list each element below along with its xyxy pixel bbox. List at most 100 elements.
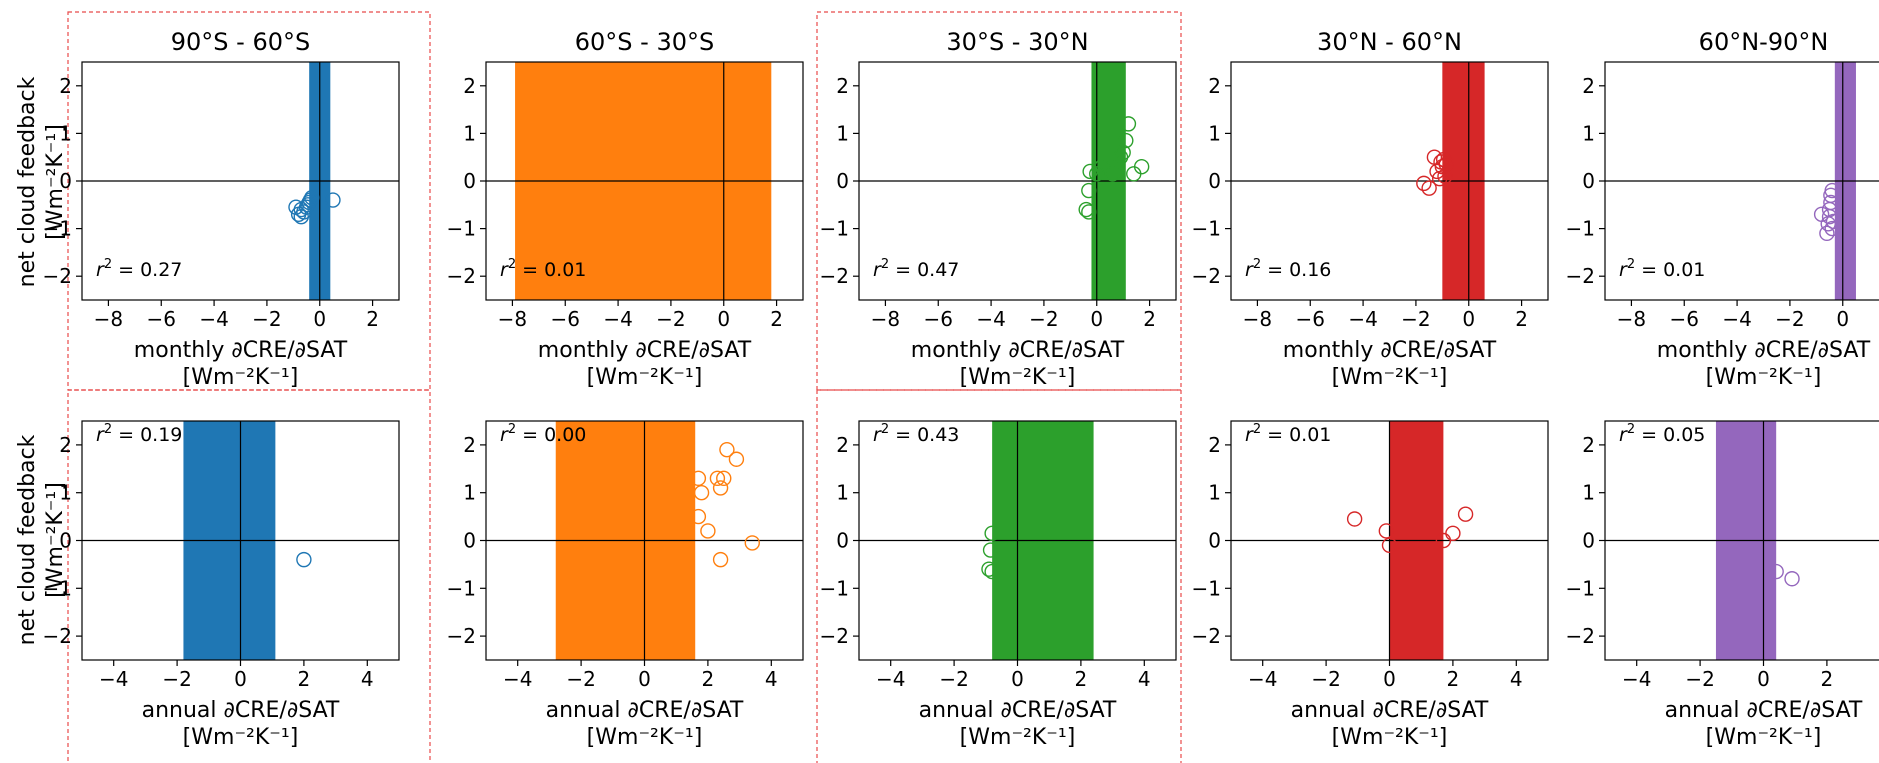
- data-point: [302, 192, 319, 208]
- x-tick-label: −4: [603, 307, 632, 331]
- x-axis-units: [Wm⁻²K⁻¹]: [183, 725, 299, 750]
- panel-annual-3: −4 −2 0 2 4 −2 −1 0 1 2 r2 = 0.43 annual ∂CRE/∂SAT[…: [820, 420, 1177, 750]
- data-point: [1112, 149, 1129, 165]
- highlight-boxes: [67, 11, 1182, 763]
- data-point: [709, 470, 726, 487]
- x-axis-units: [Wm⁻²K⁻¹]: [1706, 365, 1822, 390]
- x-tick-label: 2: [298, 667, 311, 691]
- data-point: [1416, 175, 1432, 192]
- data-point: [1434, 159, 1451, 175]
- x-axis-label: annual ∂CRE/∂SAT: [919, 698, 1117, 723]
- x-axis-label: monthly ∂CRE/∂SAT: [538, 338, 752, 363]
- data-point: [1133, 159, 1150, 175]
- y-tick-label: −2: [1566, 264, 1595, 288]
- x-tick-label: 0: [1836, 307, 1849, 331]
- x-tick-label: −2: [1401, 307, 1430, 331]
- x-tick-label: −4: [1348, 307, 1377, 331]
- y-tick-label: −2: [447, 624, 476, 648]
- x-tick-label: −4: [503, 667, 532, 691]
- x-tick-label: 0: [1757, 667, 1770, 691]
- data-point: [1118, 132, 1134, 149]
- r-squared-label: r2 = 0.05: [1619, 422, 1705, 446]
- data-point: [1445, 525, 1461, 542]
- x-tick-label: −2: [252, 307, 281, 331]
- x-axis-units: [Wm⁻²K⁻¹]: [183, 365, 299, 390]
- y-tick-label: −2: [820, 264, 849, 288]
- r-squared-label: r2 = 0.27: [96, 257, 182, 281]
- data-point: [1823, 194, 1839, 211]
- panels: −8 −6 −4 −2 0 2 −2 −1 0 1 2 r2 = 0.27 90°S - 60°S mon…: [43, 28, 1879, 750]
- data-point: [716, 470, 732, 487]
- x-axis-units: [Wm⁻²K⁻¹]: [960, 725, 1076, 750]
- x-tick-label: −6: [551, 307, 580, 331]
- panel-title: 60°N-90°N: [1699, 28, 1829, 56]
- y-tick-label: 0: [463, 529, 476, 553]
- x-tick-label: −4: [1248, 667, 1277, 691]
- y-tick-label: −1: [447, 217, 476, 241]
- r-squared-label: r2 = 0.19: [96, 422, 182, 446]
- y-tick-label: 0: [1208, 529, 1221, 553]
- x-tick-label: 0: [234, 667, 247, 691]
- x-tick-label: 4: [1510, 667, 1523, 691]
- r-squared-label: r2 = 0.00: [500, 422, 586, 446]
- x-tick-label: 0: [313, 307, 326, 331]
- x-tick-label: 2: [1447, 667, 1460, 691]
- y-tick-label: 2: [59, 74, 72, 98]
- y-tick-label: 0: [1582, 529, 1595, 553]
- x-tick-label: −8: [1243, 307, 1272, 331]
- x-tick-label: −4: [976, 307, 1005, 331]
- y-tick-label: −2: [820, 624, 849, 648]
- data-point: [1825, 213, 1842, 230]
- x-tick-label: −8: [871, 307, 900, 331]
- x-tick-label: 0: [1462, 307, 1475, 331]
- data-point: [1081, 204, 1097, 220]
- x-tick-label: −2: [939, 667, 968, 691]
- y-tick-label: 1: [1582, 481, 1595, 505]
- x-tick-label: −6: [147, 307, 176, 331]
- y-tick-label: 2: [463, 74, 476, 98]
- r-squared-label: r2 = 0.01: [1619, 257, 1705, 281]
- y-tick-label: 2: [1208, 74, 1221, 98]
- data-point: [1104, 166, 1121, 182]
- data-point: [304, 189, 320, 206]
- data-point: [325, 192, 341, 208]
- x-tick-label: −4: [876, 667, 905, 691]
- x-axis-units: [Wm⁻²K⁻¹]: [587, 365, 703, 390]
- data-point: [1120, 116, 1137, 132]
- data-point: [744, 535, 760, 551]
- panel-annual-2: −4 −2 0 2 4 −2 −1 0 1 2 r2 = 0.00 annual ∂CRE/∂SAT[…: [447, 420, 804, 750]
- y-tick-label: 1: [59, 121, 72, 145]
- y-tick-label: −2: [43, 264, 72, 288]
- y-tick-label: −2: [1192, 624, 1221, 648]
- x-axis-label: monthly ∂CRE/∂SAT: [134, 338, 348, 363]
- data-point: [982, 542, 999, 558]
- x-tick-label: −4: [1722, 307, 1751, 331]
- x-tick-label: −4: [199, 307, 228, 331]
- y-tick-label: 1: [1208, 481, 1221, 505]
- data-point: [1457, 506, 1474, 522]
- x-tick-label: 2: [1075, 667, 1088, 691]
- highlight-box: [816, 11, 1182, 391]
- x-axis-label: monthly ∂CRE/∂SAT: [1657, 338, 1871, 363]
- data-point: [1094, 159, 1110, 175]
- data-point: [296, 551, 312, 568]
- x-tick-label: 2: [702, 667, 715, 691]
- panel-monthly-1: −8 −6 −4 −2 0 2 −2 −1 0 1 2 r2 = 0.27 90°S - 60°S mon…: [43, 28, 400, 390]
- x-tick-label: −8: [1617, 307, 1646, 331]
- data-point: [1824, 220, 1840, 237]
- y-tick-label: −1: [820, 576, 849, 600]
- x-tick-label: −2: [1311, 667, 1340, 691]
- x-axis-units: [Wm⁻²K⁻¹]: [587, 725, 703, 750]
- x-axis-label: annual ∂CRE/∂SAT: [142, 698, 340, 723]
- x-tick-label: −2: [162, 667, 191, 691]
- x-tick-label: 4: [765, 667, 778, 691]
- r-squared-label: r2 = 0.43: [873, 422, 959, 446]
- x-tick-label: −6: [1670, 307, 1699, 331]
- y-tick-label: 2: [59, 433, 72, 457]
- x-tick-label: 2: [1821, 667, 1834, 691]
- x-tick-label: −6: [924, 307, 953, 331]
- panel-title: 60°S - 30°S: [575, 28, 714, 56]
